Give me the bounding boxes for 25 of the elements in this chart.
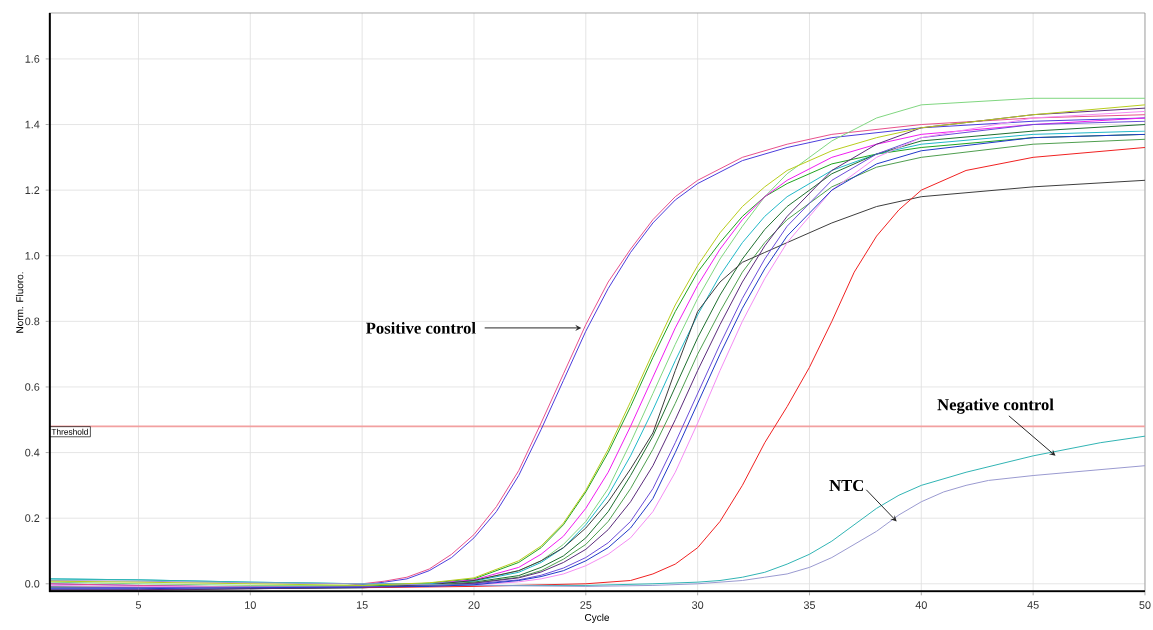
y-tick-label: 0.2	[25, 514, 40, 523]
x-tick-label: 50	[1139, 601, 1151, 609]
x-tick-label: 45	[1027, 601, 1039, 609]
y-tick-label: 1.0	[25, 251, 40, 260]
x-tick-label: 30	[692, 601, 704, 609]
x-tick-label: 15	[356, 601, 368, 609]
y-tick-label: 0.8	[25, 317, 40, 326]
x-tick-label: 25	[580, 601, 592, 609]
y-tick-label: 1.4	[25, 120, 40, 129]
x-axis-title: Cycle	[584, 613, 610, 623]
y-tick-label: 0.6	[25, 383, 40, 391]
y-tick-label: 1.6	[25, 55, 40, 63]
x-tick-label: 20	[468, 601, 480, 609]
y-tick-label: 0.4	[25, 448, 40, 457]
x-tick-label: 5	[135, 601, 142, 609]
annotation: Positive control	[365, 322, 476, 334]
y-tick-label: 1.2	[25, 186, 40, 194]
y-tick-label: 0.0	[25, 579, 40, 588]
x-tick-label: 40	[915, 601, 927, 609]
x-tick-label: 10	[245, 601, 256, 609]
annotation: NTC	[829, 479, 864, 492]
ref-line-label: Threshold	[51, 428, 88, 435]
x-tick-label: 35	[803, 601, 816, 609]
y-axis-title: Norm. Fluoro.	[15, 272, 24, 333]
annotation: Negative control	[937, 398, 1054, 414]
